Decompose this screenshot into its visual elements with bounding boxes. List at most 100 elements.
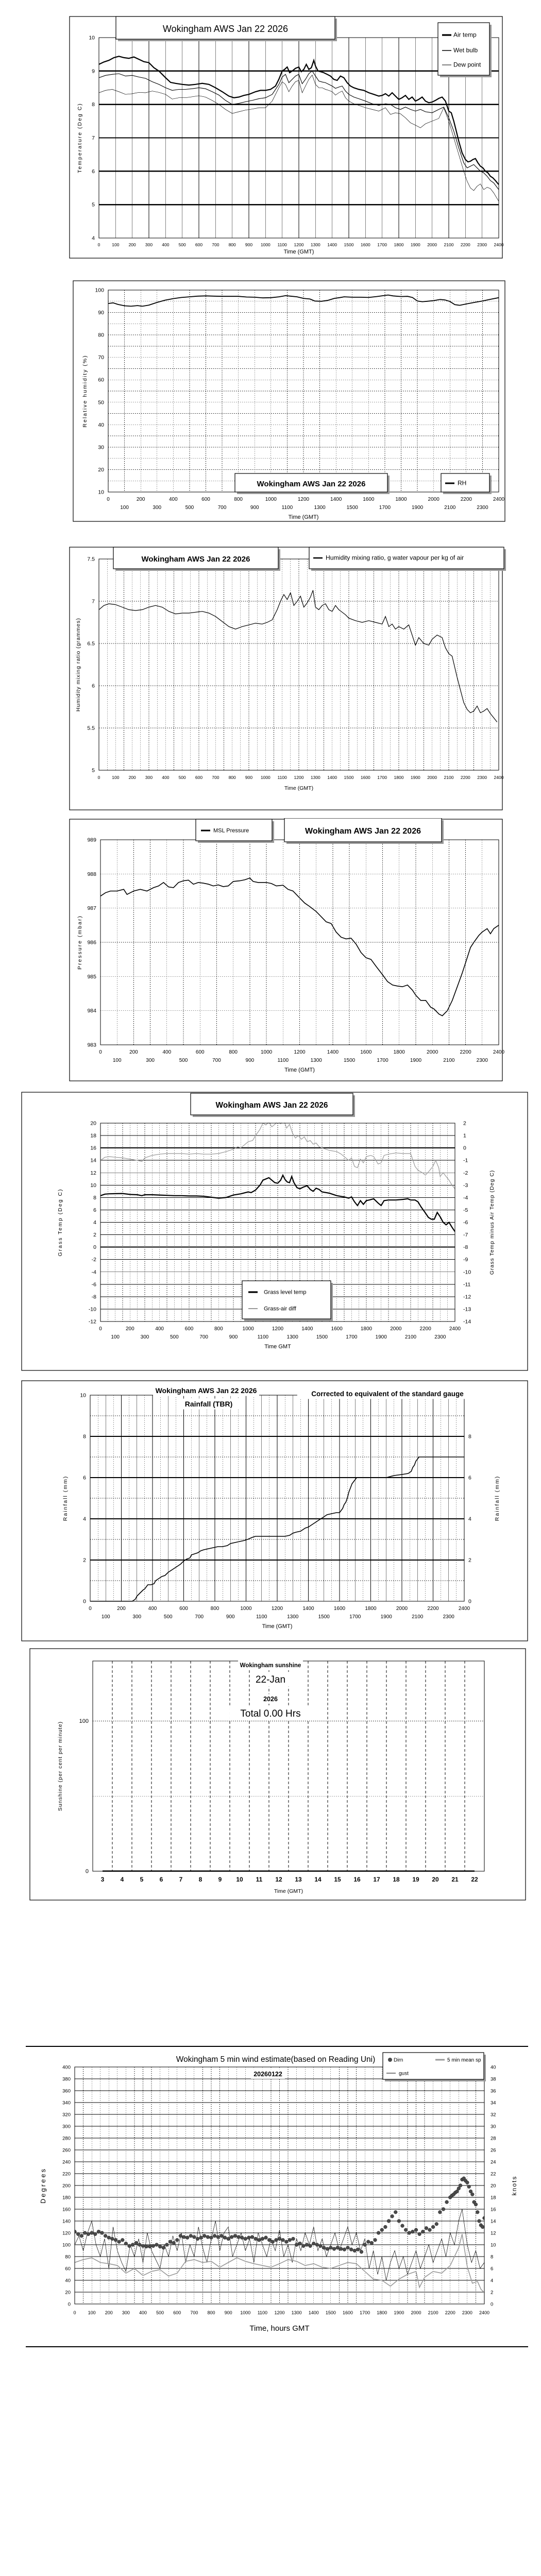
svg-text:8: 8 — [92, 101, 95, 108]
svg-text:100: 100 — [111, 1334, 120, 1340]
svg-text:2400: 2400 — [494, 775, 504, 780]
rainfall-svg: 0100200300400500600700800900100011001200… — [21, 1380, 528, 1641]
svg-text:Time (GMT): Time (GMT) — [284, 1067, 315, 1073]
svg-text:2300: 2300 — [477, 775, 487, 780]
svg-text:1500: 1500 — [318, 1614, 330, 1620]
svg-text:Corrected to equivalent of the: Corrected to equivalent of the standard … — [311, 1390, 464, 1398]
svg-text:1500: 1500 — [326, 2310, 336, 2315]
svg-text:8: 8 — [93, 1195, 96, 1201]
svg-text:6: 6 — [160, 1876, 163, 1883]
svg-text:1500: 1500 — [344, 775, 354, 780]
svg-text:2300: 2300 — [443, 1614, 455, 1620]
series-Air temp — [99, 56, 499, 185]
svg-text:1000: 1000 — [261, 242, 270, 247]
svg-text:2100: 2100 — [405, 1334, 417, 1340]
svg-text:1900: 1900 — [376, 1334, 387, 1340]
svg-text:2100: 2100 — [443, 1058, 455, 1063]
svg-text:1900: 1900 — [394, 2310, 404, 2315]
svg-text:300: 300 — [122, 2310, 130, 2315]
svg-text:-6: -6 — [92, 1281, 96, 1287]
svg-text:14: 14 — [491, 2219, 496, 2225]
svg-text:6: 6 — [491, 2266, 493, 2272]
svg-text:900: 900 — [250, 505, 259, 511]
svg-text:2: 2 — [463, 1121, 466, 1127]
svg-text:Grass-air diff: Grass-air diff — [264, 1306, 297, 1312]
svg-text:2026: 2026 — [263, 1696, 278, 1703]
svg-text:18: 18 — [90, 1133, 96, 1139]
svg-text:300: 300 — [146, 1058, 155, 1063]
series-Wet bulb — [99, 70, 499, 190]
svg-text:4: 4 — [468, 1516, 471, 1522]
svg-text:1800: 1800 — [394, 1049, 405, 1055]
svg-text:60: 60 — [98, 377, 104, 383]
svg-text:1800: 1800 — [361, 1326, 373, 1332]
svg-text:2200: 2200 — [461, 497, 472, 502]
svg-text:300: 300 — [141, 1334, 149, 1340]
svg-text:986: 986 — [87, 940, 96, 946]
svg-text:300: 300 — [62, 2124, 71, 2130]
svg-text:4: 4 — [93, 1219, 96, 1226]
svg-text:2100: 2100 — [428, 2310, 438, 2315]
svg-text:984: 984 — [87, 1008, 96, 1014]
svg-text:2000: 2000 — [427, 1049, 438, 1055]
svg-text:300: 300 — [153, 505, 161, 511]
svg-text:Wokingham sunshine: Wokingham sunshine — [240, 1663, 301, 1669]
svg-text:Dirn: Dirn — [394, 2058, 403, 2063]
svg-text:Sunshine (per cent per minute): Sunshine (per cent per minute) — [57, 1721, 63, 1811]
svg-text:1300: 1300 — [314, 505, 326, 511]
svg-text:Wokingham AWS Jan 22 2026: Wokingham AWS Jan 22 2026 — [142, 555, 250, 564]
series-5 min mean sp — [75, 2234, 484, 2293]
svg-text:1500: 1500 — [344, 1058, 356, 1063]
svg-text:70: 70 — [98, 354, 104, 361]
svg-text:Grass Temp minus Air Temp (Deg: Grass Temp minus Air Temp (Deg C) — [489, 1170, 495, 1275]
svg-text:1300: 1300 — [287, 1334, 299, 1340]
svg-text:36: 36 — [491, 2089, 496, 2094]
svg-text:1700: 1700 — [377, 242, 387, 247]
svg-text:600: 600 — [173, 2310, 181, 2315]
svg-text:800: 800 — [229, 775, 236, 780]
svg-text:38: 38 — [491, 2077, 496, 2082]
svg-text:320: 320 — [62, 2112, 71, 2118]
svg-text:2000: 2000 — [428, 497, 440, 502]
svg-text:9: 9 — [218, 1876, 222, 1883]
svg-text:100: 100 — [62, 2243, 71, 2248]
svg-text:26: 26 — [491, 2148, 496, 2154]
svg-text:280: 280 — [62, 2136, 71, 2142]
svg-text:1600: 1600 — [360, 1049, 372, 1055]
svg-text:-4: -4 — [463, 1195, 468, 1201]
svg-text:1200: 1200 — [294, 775, 304, 780]
svg-text:22: 22 — [471, 1876, 478, 1883]
svg-text:Total 0.00 Hrs: Total 0.00 Hrs — [240, 1708, 300, 1719]
svg-text:2100: 2100 — [444, 775, 454, 780]
gridlines — [100, 840, 499, 1045]
svg-text:1000: 1000 — [243, 1326, 255, 1332]
svg-text:988: 988 — [87, 871, 96, 877]
svg-text:24: 24 — [491, 2160, 496, 2165]
svg-text:1800: 1800 — [394, 775, 404, 780]
svg-text:2300: 2300 — [434, 1334, 446, 1340]
gridlines — [75, 2067, 484, 2304]
gridlines — [108, 290, 499, 492]
svg-text:1100: 1100 — [258, 1334, 269, 1340]
svg-text:1200: 1200 — [298, 497, 310, 502]
svg-text:5: 5 — [92, 202, 95, 208]
svg-text:800: 800 — [234, 497, 243, 502]
svg-text:20: 20 — [491, 2183, 496, 2189]
svg-text:7: 7 — [92, 599, 95, 605]
svg-text:600: 600 — [196, 1049, 205, 1055]
series-group — [99, 56, 499, 201]
svg-text:22: 22 — [491, 2172, 496, 2177]
svg-text:4: 4 — [83, 1516, 86, 1522]
svg-text:10: 10 — [80, 1393, 86, 1399]
chart-humidity-mixing-ratio: 0 100 200 300 400 500 600 700 800 900 1000 1100 1200… — [0, 546, 541, 811]
svg-text:7: 7 — [179, 1876, 183, 1883]
svg-text:Wokingham AWS Jan 22 2026: Wokingham AWS Jan 22 2026 — [156, 1386, 257, 1395]
svg-text:12: 12 — [275, 1876, 282, 1883]
svg-text:80: 80 — [65, 2255, 71, 2260]
svg-text:2200: 2200 — [460, 1049, 471, 1055]
svg-text:700: 700 — [212, 775, 219, 780]
svg-text:100: 100 — [120, 505, 129, 511]
svg-text:20: 20 — [98, 467, 104, 473]
svg-text:Relative humidity (%): Relative humidity (%) — [82, 354, 88, 427]
svg-text:1200: 1200 — [274, 2310, 284, 2315]
